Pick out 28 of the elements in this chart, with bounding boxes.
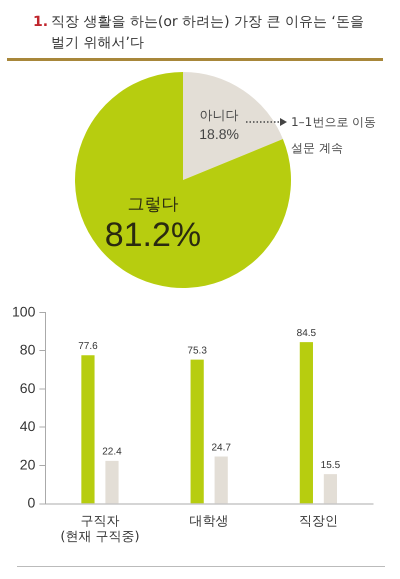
bar <box>105 460 119 504</box>
data-label: 22.4 <box>102 446 122 458</box>
y-tick-label: 80 <box>20 342 36 358</box>
bar <box>190 360 204 504</box>
bar <box>300 342 313 504</box>
x-tick-label: 구직자 (현재 구직중) <box>60 514 140 545</box>
data-label: 81.2% <box>104 216 202 254</box>
x-tick-label: 대학생 <box>190 514 229 529</box>
bar <box>214 456 228 504</box>
y-tick-label: 100 <box>12 303 36 320</box>
data-label: 77.6 <box>78 341 98 352</box>
data-label: 15.5 <box>320 460 341 471</box>
data-label: 84.5 <box>296 328 317 339</box>
y-tick-label: 0 <box>28 494 36 511</box>
bar <box>324 474 338 504</box>
slice-label: 아니다 <box>200 108 239 124</box>
data-label: 75.3 <box>187 345 208 356</box>
data-label: 18.8% <box>199 126 239 142</box>
slice-label: 그렇다 <box>127 194 178 214</box>
y-tick-label: 40 <box>20 418 36 434</box>
chart-title: 1. 직장 생활을 하는(or 하려는) 가장 큰 이유는 ‘돈을 벌기 위해서’다 <box>33 13 365 53</box>
text: 설문 계속 <box>291 140 343 157</box>
text: 1–1번으로 이동 <box>291 114 376 131</box>
bar <box>81 355 95 504</box>
x-tick-label: 직장인 <box>298 514 338 529</box>
y-tick-label: 20 <box>20 456 36 472</box>
data-label: 24.7 <box>211 442 232 454</box>
y-tick-label: 60 <box>20 380 36 396</box>
